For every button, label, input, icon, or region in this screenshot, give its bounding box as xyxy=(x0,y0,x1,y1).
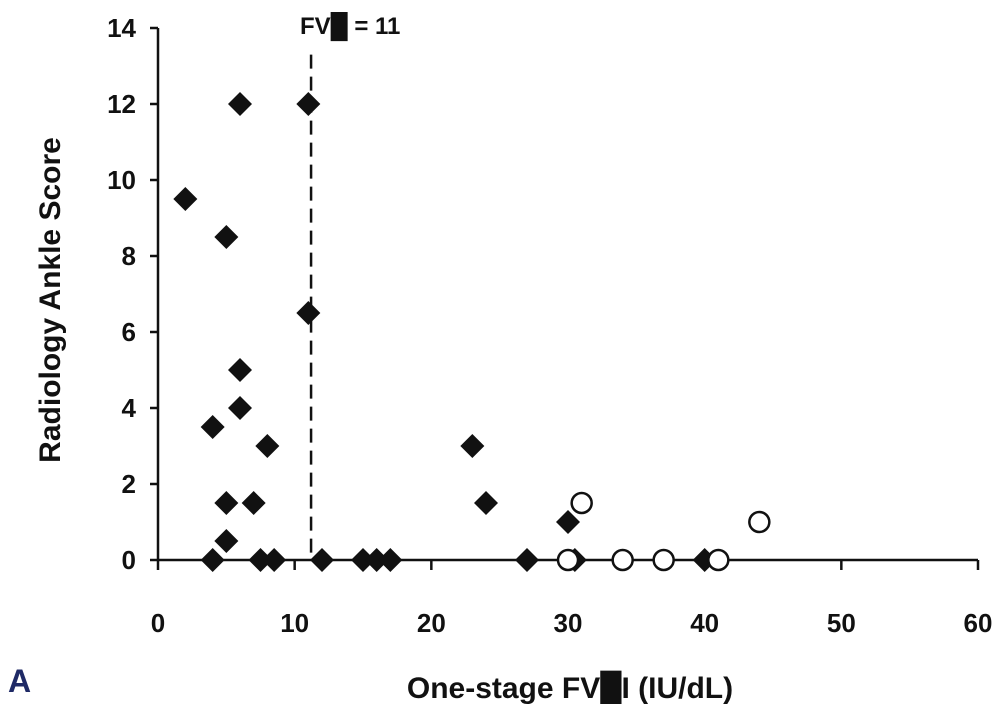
diamond-point xyxy=(241,491,266,515)
open-circle-point xyxy=(748,510,771,534)
y-tick-label: 8 xyxy=(122,241,136,271)
diamond-point xyxy=(364,548,389,572)
diamond-point xyxy=(515,548,539,572)
axes xyxy=(156,28,978,562)
diamond-point xyxy=(214,529,239,553)
diamond-point xyxy=(310,548,334,572)
diamond-point xyxy=(255,434,280,458)
y-tick-label: 6 xyxy=(122,317,136,347)
open-circle-point xyxy=(707,548,730,572)
x-tick-label: 50 xyxy=(827,608,856,638)
open-circle-point xyxy=(652,548,675,572)
diamond-point xyxy=(173,187,198,211)
diamond-point xyxy=(351,548,375,572)
y-tick-label: 0 xyxy=(122,545,136,575)
x-tick-label: 60 xyxy=(964,608,993,638)
x-tick-label: 30 xyxy=(554,608,583,638)
data-points xyxy=(173,92,771,572)
diamond-point xyxy=(248,548,273,572)
diamond-point xyxy=(474,491,498,515)
diamond-point xyxy=(214,491,239,515)
y-tick-label: 10 xyxy=(107,165,136,195)
diamond-point xyxy=(296,301,321,325)
diamond-point xyxy=(460,434,485,458)
ticks: 0 2 4 6 8 10 12 14 0 10 20 30 40 50 60 xyxy=(107,13,992,638)
diamond-point xyxy=(214,225,239,249)
diamond-point xyxy=(200,415,225,439)
x-tick-label: 0 xyxy=(151,608,165,638)
diamond-point xyxy=(228,396,252,420)
diamond-point xyxy=(228,92,252,116)
diamond-point xyxy=(296,92,321,116)
x-tick-label: 20 xyxy=(417,608,446,638)
diamond-point xyxy=(556,510,580,534)
diamond-point xyxy=(200,548,225,572)
y-tick-label: 2 xyxy=(122,469,136,499)
panel-label: A xyxy=(8,663,31,699)
open-circle-point xyxy=(611,548,634,572)
y-axis-title: Radiology Ankle Score xyxy=(34,137,67,463)
y-tick-label: 12 xyxy=(107,89,136,119)
open-circle-point xyxy=(570,491,593,515)
x-axis-title: One-stage FV█I (IU/dL) xyxy=(407,670,733,704)
y-tick-label: 14 xyxy=(107,13,136,43)
y-tick-label: 4 xyxy=(122,393,137,423)
open-circle-point xyxy=(556,548,580,572)
x-tick-label: 40 xyxy=(690,608,719,638)
x-tick-label: 10 xyxy=(280,608,309,638)
diamond-point xyxy=(228,358,252,382)
diamond-point xyxy=(378,548,403,572)
reference-line-label: FV█ = 11 xyxy=(300,12,400,42)
diamond-point xyxy=(262,548,287,572)
